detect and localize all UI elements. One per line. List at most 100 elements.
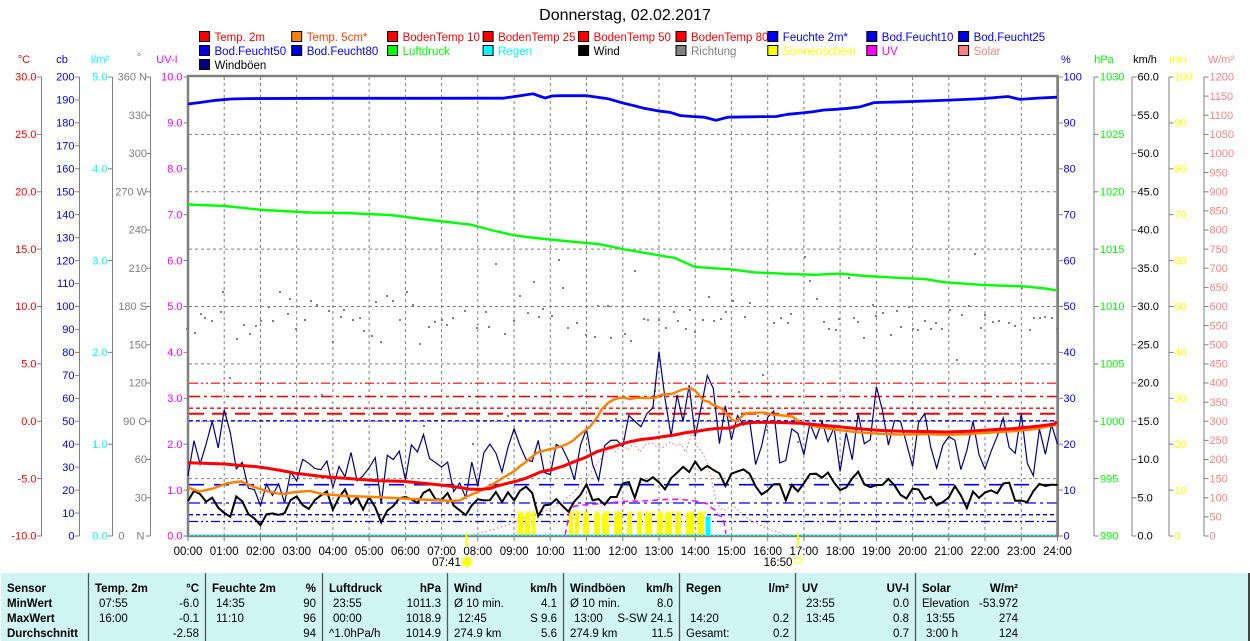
svg-text:01:00: 01:00 <box>210 546 239 558</box>
svg-text:400: 400 <box>1210 378 1228 390</box>
svg-text:50.0: 50.0 <box>1138 148 1159 160</box>
svg-text:l/m²: l/m² <box>91 54 110 66</box>
svg-text:3:00 h: 3:00 h <box>926 628 958 640</box>
svg-text:240: 240 <box>129 225 147 237</box>
svg-text:30: 30 <box>1064 393 1076 405</box>
svg-text:0.0: 0.0 <box>893 598 909 610</box>
svg-text:10.0: 10.0 <box>15 301 36 313</box>
svg-text:100: 100 <box>1175 72 1193 84</box>
svg-text:2.0: 2.0 <box>167 439 182 451</box>
svg-text:100: 100 <box>1210 492 1228 504</box>
svg-text:50: 50 <box>62 416 74 428</box>
svg-text:04:00: 04:00 <box>319 546 348 558</box>
svg-text:94: 94 <box>303 628 316 640</box>
svg-text:60.0: 60.0 <box>1138 72 1159 84</box>
svg-text:150: 150 <box>56 186 74 198</box>
svg-text:14:35: 14:35 <box>216 598 245 610</box>
svg-text:1020: 1020 <box>1100 186 1124 198</box>
svg-text:Sonnenschein: Sonnenschein <box>783 46 856 58</box>
svg-text:0.0: 0.0 <box>1138 531 1153 543</box>
svg-text:Windböen: Windböen <box>215 60 267 72</box>
svg-text:%: % <box>306 583 316 595</box>
svg-text:12:45: 12:45 <box>458 613 487 625</box>
svg-text:8.0: 8.0 <box>167 164 182 176</box>
svg-text:15.0: 15.0 <box>1138 416 1159 428</box>
svg-text:0: 0 <box>1210 531 1216 543</box>
svg-text:Temp. 2m: Temp. 2m <box>215 32 266 44</box>
svg-text:km/h: km/h <box>530 583 557 595</box>
svg-text:14:00: 14:00 <box>681 546 710 558</box>
svg-text:Solar: Solar <box>922 583 951 595</box>
svg-text:90: 90 <box>1175 118 1187 130</box>
svg-text:1010: 1010 <box>1100 301 1124 313</box>
svg-text:4.0: 4.0 <box>167 347 182 359</box>
svg-text:Bod.Feucht50: Bod.Feucht50 <box>215 46 287 58</box>
svg-text:180: 180 <box>56 118 74 130</box>
svg-text:4.1: 4.1 <box>541 598 557 610</box>
svg-text:6.0: 6.0 <box>167 255 182 267</box>
svg-text:Elevation: Elevation <box>922 598 969 610</box>
svg-text:15:00: 15:00 <box>717 546 746 558</box>
svg-text:0: 0 <box>118 531 124 543</box>
svg-text:800: 800 <box>1210 225 1228 237</box>
svg-text:300: 300 <box>1210 416 1228 428</box>
svg-text:14:20: 14:20 <box>690 613 719 625</box>
svg-text:Feuchte 2m: Feuchte 2m <box>212 583 276 595</box>
svg-text:UV-I: UV-I <box>156 54 177 66</box>
svg-text:13:00: 13:00 <box>645 546 674 558</box>
svg-text:MinWert: MinWert <box>7 598 52 610</box>
svg-text:90: 90 <box>303 598 316 610</box>
svg-text:190: 190 <box>56 95 74 107</box>
svg-text:Bod.Feucht10: Bod.Feucht10 <box>882 32 954 44</box>
svg-text:0: 0 <box>1064 531 1070 543</box>
svg-text:23:55: 23:55 <box>333 598 362 610</box>
svg-text:km/h: km/h <box>1133 54 1157 66</box>
svg-text:40: 40 <box>1064 347 1076 359</box>
svg-text:°C: °C <box>18 54 30 66</box>
svg-text:W/m²: W/m² <box>990 583 1018 595</box>
svg-text:270 W: 270 W <box>115 186 147 198</box>
svg-text:Wind: Wind <box>594 46 620 58</box>
svg-text:09:00: 09:00 <box>500 546 529 558</box>
svg-text:Wind: Wind <box>454 583 482 595</box>
svg-text:80: 80 <box>1175 164 1187 176</box>
svg-text:1100: 1100 <box>1210 110 1234 122</box>
svg-text:60: 60 <box>135 454 147 466</box>
svg-text:10: 10 <box>1064 485 1076 497</box>
svg-text:-5.0: -5.0 <box>18 473 37 485</box>
svg-text:-2.58: -2.58 <box>173 628 199 640</box>
svg-text:900: 900 <box>1210 186 1228 198</box>
svg-text:9.0: 9.0 <box>167 118 182 130</box>
svg-text:S-SW 24.1: S-SW 24.1 <box>617 613 673 625</box>
svg-text:16:50: 16:50 <box>764 557 793 569</box>
svg-text:30: 30 <box>62 462 74 474</box>
svg-text:%: % <box>1061 54 1071 66</box>
svg-text:45.0: 45.0 <box>1138 186 1159 198</box>
svg-text:1000: 1000 <box>1100 416 1124 428</box>
svg-text:-53.972: -53.972 <box>979 598 1018 610</box>
svg-text:30: 30 <box>1175 393 1187 405</box>
svg-text:995: 995 <box>1100 473 1118 485</box>
svg-text:UV: UV <box>802 583 818 595</box>
svg-text:18:00: 18:00 <box>826 546 855 558</box>
svg-text:°C: °C <box>186 583 199 595</box>
svg-text:^1.0hPa/h: ^1.0hPa/h <box>329 628 380 640</box>
svg-text:300: 300 <box>129 148 147 160</box>
svg-text:11:10: 11:10 <box>216 613 244 625</box>
svg-text:96: 96 <box>303 613 316 625</box>
svg-text:07:41: 07:41 <box>432 557 461 569</box>
svg-text:Gesamt:: Gesamt: <box>686 628 729 640</box>
svg-text:0: 0 <box>68 531 74 543</box>
svg-text:Windböen: Windböen <box>570 583 625 595</box>
svg-text:Ø 10 min.: Ø 10 min. <box>570 598 620 610</box>
svg-text:5.0: 5.0 <box>21 359 36 371</box>
svg-text:55.0: 55.0 <box>1138 110 1159 122</box>
svg-text:1150: 1150 <box>1210 91 1234 103</box>
svg-text:20: 20 <box>1064 439 1076 451</box>
svg-text:00:00: 00:00 <box>333 613 362 625</box>
svg-text:100: 100 <box>1064 72 1082 84</box>
svg-text:Luftdruck: Luftdruck <box>403 46 451 58</box>
svg-text:11.5: 11.5 <box>651 628 673 640</box>
svg-text:15.0: 15.0 <box>15 244 36 256</box>
svg-text:500: 500 <box>1210 339 1228 351</box>
